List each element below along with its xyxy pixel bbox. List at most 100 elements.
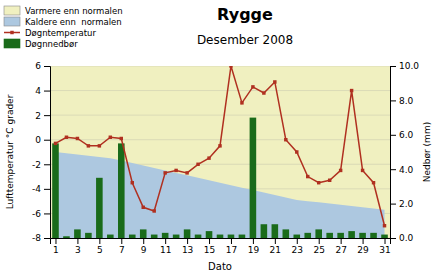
tick-mark: [187, 238, 188, 244]
marker: [87, 144, 90, 147]
marker: [120, 137, 123, 140]
marker: [273, 80, 276, 83]
marker: [207, 156, 210, 159]
tick-mark: [55, 238, 56, 244]
legend: Varmere enn normalenKaldere enn normalen…: [4, 6, 123, 49]
tick-mark: [390, 204, 396, 205]
tick-label: 11: [160, 245, 171, 255]
bar: [359, 233, 366, 238]
bar: [52, 143, 59, 238]
x-axis-title: Dato: [208, 261, 232, 272]
bar: [261, 224, 268, 238]
tick-mark: [231, 238, 232, 244]
bar: [151, 235, 158, 238]
legend-label: Varmere enn normalen: [25, 6, 123, 16]
marker: [361, 169, 364, 172]
tick-mark: [390, 169, 396, 170]
tick-label: 6: [35, 61, 41, 71]
tick: 6.0: [390, 130, 414, 140]
tick-label: 25: [313, 245, 324, 255]
tick: 4.0: [390, 165, 414, 175]
tick-label: -6: [32, 209, 41, 219]
line: [55, 66, 384, 226]
grid-line: [50, 139, 390, 140]
tick: -4: [32, 184, 50, 194]
y-axis: -8-6-4-20246: [32, 61, 50, 243]
legend-label: Døgnnedbør: [25, 39, 78, 49]
tick-label: 9: [141, 245, 147, 255]
tick: 2.0: [390, 199, 414, 209]
tick-label: 6.0: [399, 130, 414, 140]
tick: 1: [53, 238, 59, 255]
tick: 17: [226, 238, 237, 255]
bar: [348, 231, 355, 238]
tick: 0.0: [390, 233, 414, 243]
tick-label: 10.0: [399, 61, 419, 71]
marker: [229, 66, 232, 68]
tick-label: 17: [226, 245, 237, 255]
tick-label: -8: [32, 233, 41, 243]
legend-swatch: [4, 6, 20, 15]
marker: [328, 179, 331, 182]
marker: [131, 181, 134, 184]
tick-mark: [121, 238, 122, 244]
marker: [339, 169, 342, 172]
tick-mark: [341, 238, 342, 244]
legend-swatch: [4, 39, 20, 48]
grid-line: [50, 115, 390, 116]
subtitle: Desember 2008: [197, 33, 293, 47]
tick-label: -4: [32, 184, 41, 194]
marker: [141, 206, 144, 209]
background-area: [50, 66, 390, 238]
tick-label: 1: [53, 245, 59, 255]
tick: 5: [97, 238, 103, 255]
tick-label: 29: [357, 245, 369, 255]
tick: -2: [32, 160, 50, 170]
tick: 13: [182, 238, 193, 255]
bar: [381, 235, 388, 238]
tick: 21: [270, 238, 281, 255]
plot-area: 135791113151719212325272931-8-6-4-202460…: [32, 61, 419, 255]
legend-swatch: [4, 32, 20, 34]
y2-axis: 0.0 2.0 4.0 6.0 8.0 10.0: [390, 61, 419, 243]
legend-label: Kaldere enn normalen: [25, 17, 122, 27]
chart: 135791113151719212325272931-8-6-4-202460…: [0, 0, 440, 276]
tick-mark: [385, 238, 386, 244]
tick: 2: [35, 111, 50, 121]
marker: [76, 137, 79, 140]
bar: [228, 235, 235, 238]
tick-label: 8.0: [399, 96, 414, 106]
marker: [284, 138, 287, 141]
tick-label: 13: [182, 245, 193, 255]
tick-mark: [165, 238, 166, 244]
marker: [109, 136, 112, 139]
grid-line: [50, 90, 390, 91]
bar: [96, 178, 103, 238]
bar: [206, 231, 213, 238]
marker: [240, 101, 243, 104]
marker: [65, 136, 68, 139]
bar: [173, 235, 180, 238]
tick-mark: [390, 238, 396, 239]
tick: 15: [204, 238, 215, 255]
tick-label: 7: [119, 245, 125, 255]
marker: [251, 85, 254, 88]
tick-mark: [44, 238, 50, 239]
tick-mark: [253, 238, 254, 244]
y2-axis-title: Nedbør (mm): [422, 122, 432, 182]
legend-swatch: [10, 31, 13, 34]
marker: [196, 163, 199, 166]
marker: [262, 91, 265, 94]
marker: [372, 181, 375, 184]
bar: [326, 233, 333, 238]
grid-line: [50, 66, 390, 67]
bar: [129, 235, 136, 238]
tick-mark: [99, 238, 100, 244]
grid: [50, 66, 390, 238]
tick: 0: [35, 135, 50, 145]
marker: [163, 171, 166, 174]
tick-mark: [44, 115, 50, 116]
bar: [293, 235, 300, 238]
tick-label: 3: [75, 245, 81, 255]
tick-label: 21: [270, 245, 281, 255]
